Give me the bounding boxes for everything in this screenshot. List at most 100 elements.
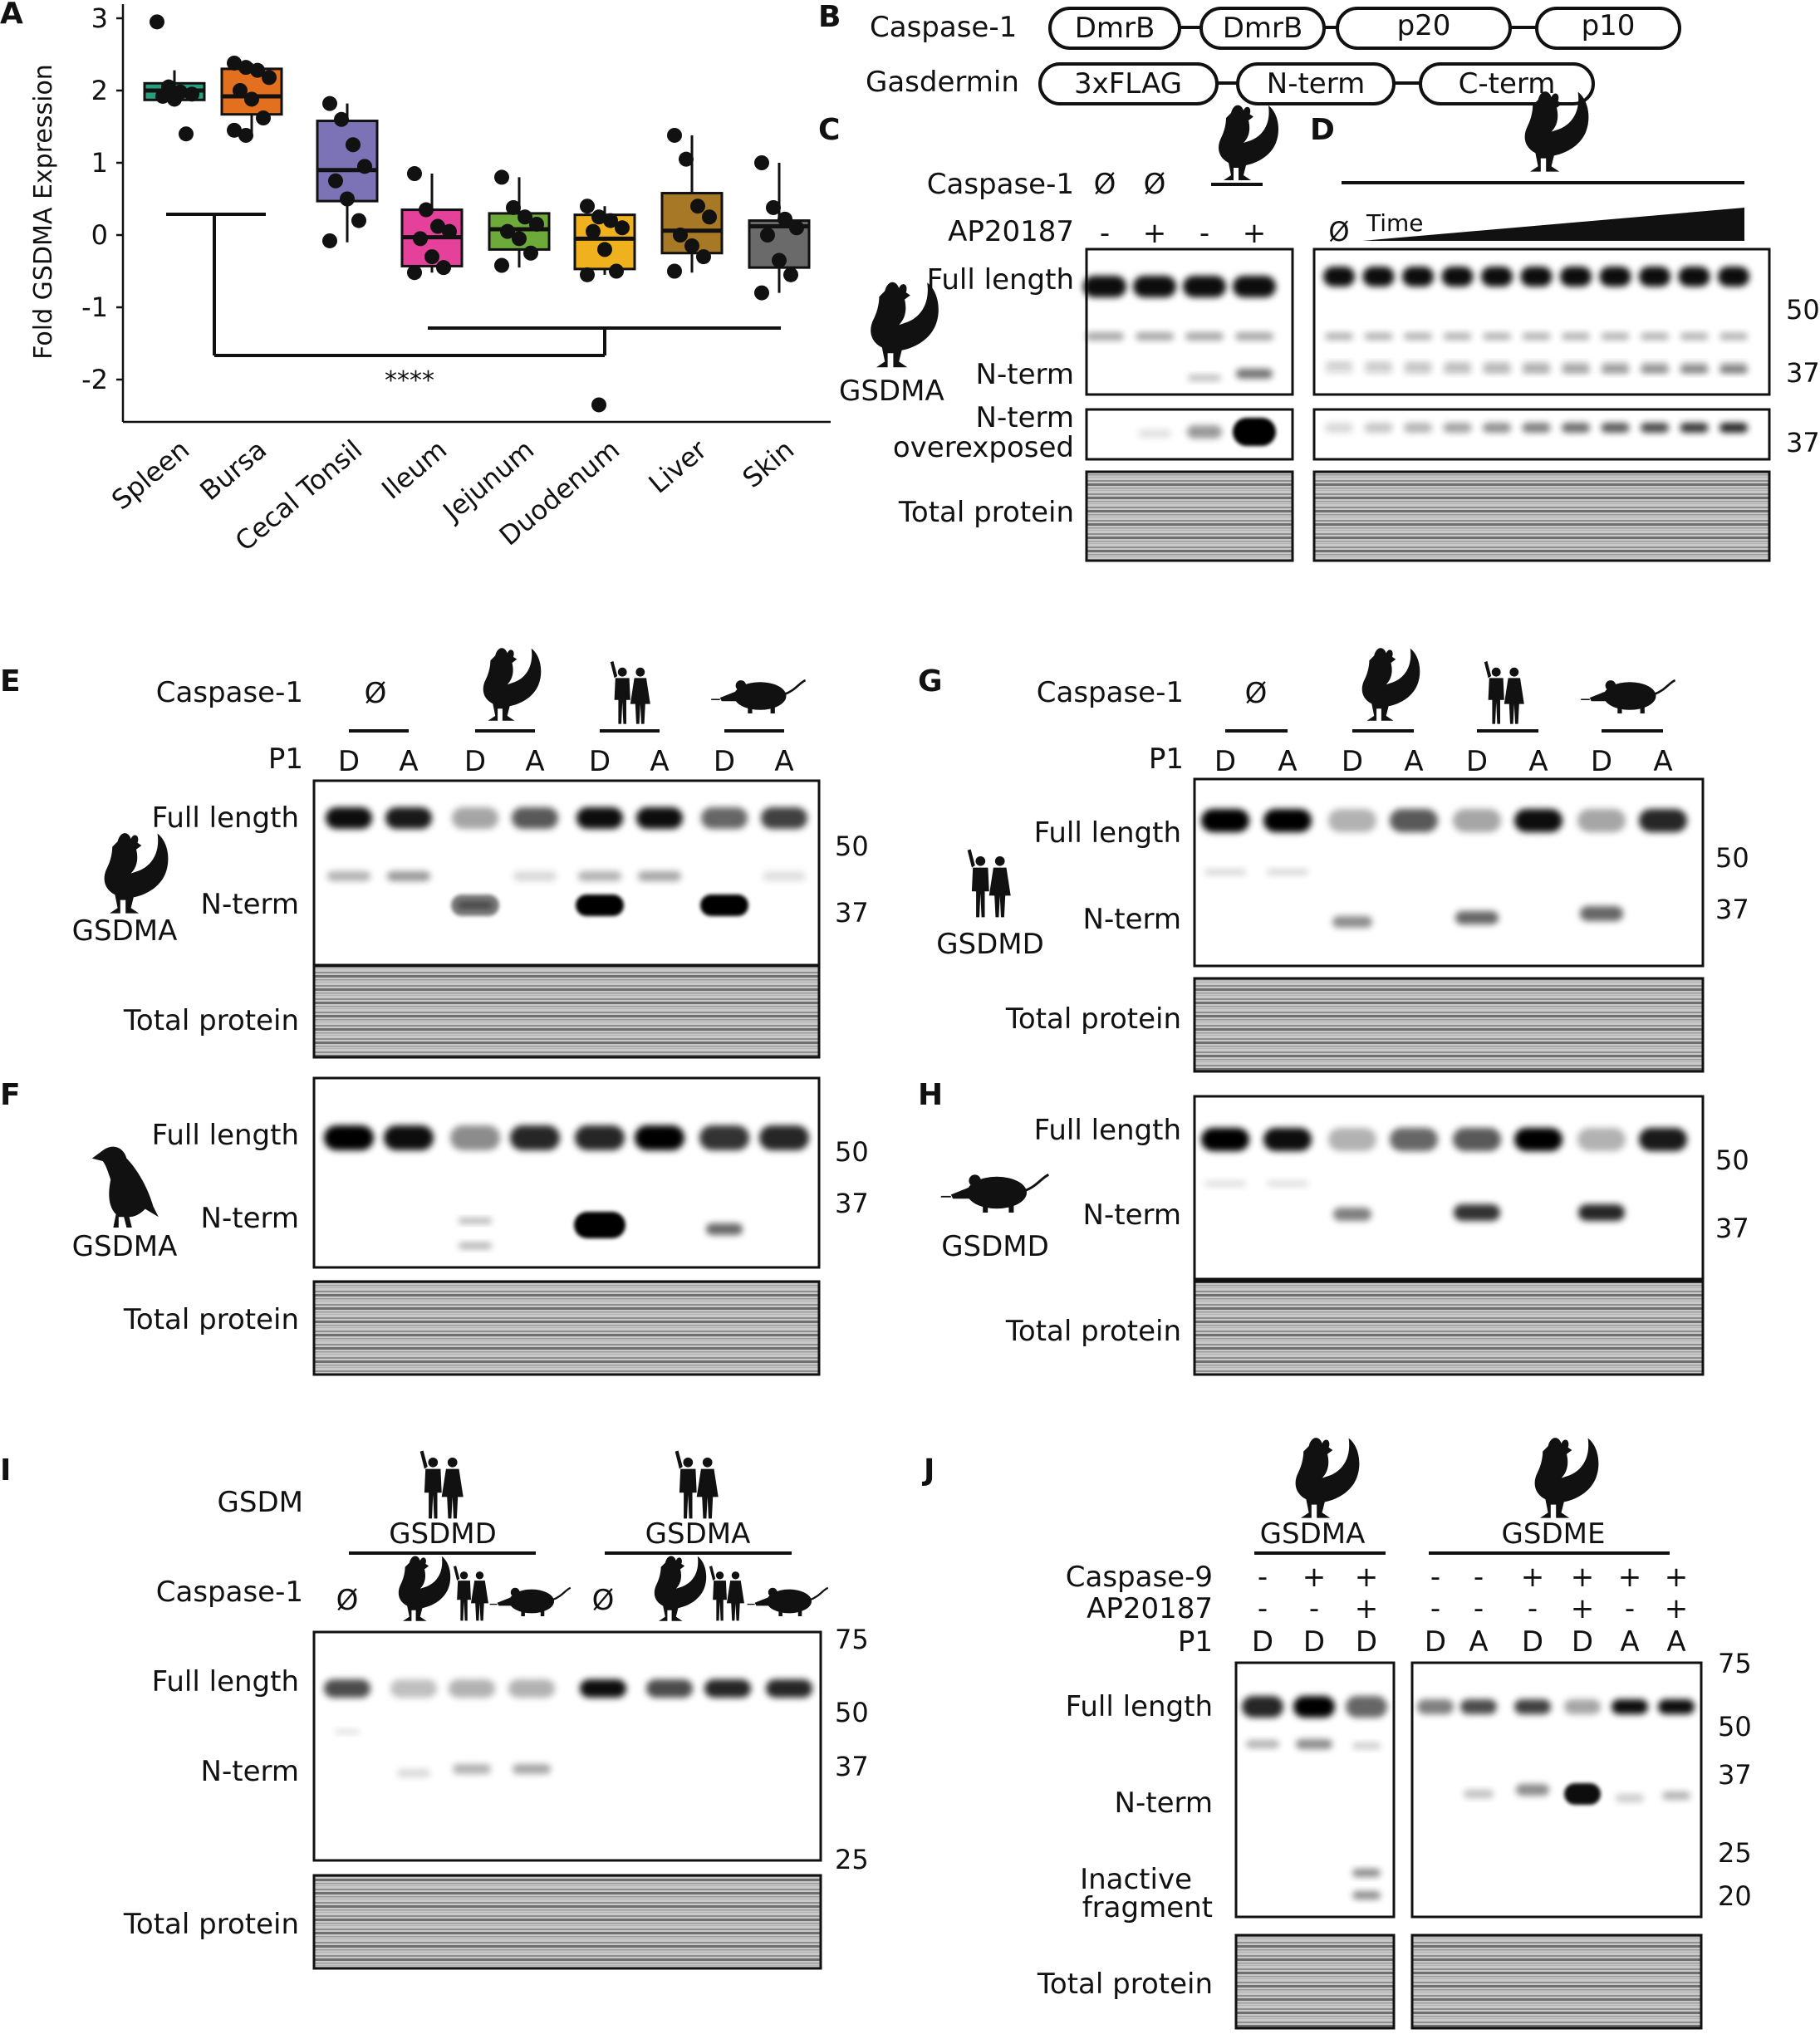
row-full-length: Full length <box>152 1119 299 1152</box>
band <box>1242 1696 1283 1718</box>
caspase9-value: + <box>1521 1561 1545 1594</box>
domain-label: DmrB <box>1223 12 1303 45</box>
band <box>385 807 432 829</box>
mw-50: 50 <box>1786 294 1820 326</box>
gsdm-label: GSDMD <box>936 928 1044 961</box>
band <box>512 807 558 829</box>
band <box>335 1729 360 1734</box>
band <box>324 1125 374 1150</box>
band <box>1601 332 1630 341</box>
band <box>1296 1739 1332 1749</box>
x-tick-label: Ileum <box>375 434 453 506</box>
band <box>638 871 681 881</box>
x-tick-label: Skin <box>737 434 801 494</box>
blot-frame <box>1193 1095 1705 1281</box>
mouse-icon <box>709 679 807 715</box>
panel-i-blot: GSDM GSDMD GSDMA Caspase-1 Ø Ø Full leng… <box>123 1450 869 1970</box>
mw-37: 37 <box>1786 357 1820 389</box>
p1-label: P1 <box>1149 743 1184 776</box>
ap-value: - <box>1199 217 1209 250</box>
band <box>1564 1699 1601 1714</box>
band <box>1641 332 1669 341</box>
data-point <box>357 159 372 174</box>
band <box>1678 267 1710 287</box>
band <box>1263 1128 1312 1151</box>
data-point <box>754 285 769 301</box>
band <box>1364 423 1393 433</box>
data-point <box>523 245 538 261</box>
band <box>1443 332 1472 341</box>
data-point <box>442 223 457 239</box>
panel-letter-d: D <box>1310 113 1335 147</box>
band <box>457 901 493 909</box>
panel-e-blot: Caspase-1 Ø P1 D A D A D A D A Full length N-te… <box>72 648 869 1059</box>
p1-value: D <box>1572 1625 1593 1659</box>
row-overexposed: overexposed <box>893 431 1074 464</box>
band <box>1267 1180 1308 1187</box>
domain-cterm: C-term <box>1419 62 1595 105</box>
human-icon <box>967 849 1011 918</box>
band <box>1346 1696 1387 1718</box>
y-tick-label: -1 <box>81 292 108 323</box>
band <box>327 871 370 881</box>
domain-label: DmrB <box>1075 12 1155 45</box>
band <box>1522 423 1551 433</box>
band <box>1612 1699 1648 1714</box>
data-point <box>609 263 624 279</box>
data-point <box>766 199 781 215</box>
data-point <box>679 151 694 167</box>
human-icon <box>453 1566 488 1621</box>
gsdm-label: GSDM <box>218 1486 303 1519</box>
band <box>1662 1791 1690 1800</box>
ap-value: - <box>1100 217 1110 250</box>
mw-37: 37 <box>835 1188 869 1219</box>
data-point <box>184 86 199 102</box>
blot-images <box>312 1630 822 1970</box>
row-n-term: N-term <box>1083 1198 1181 1232</box>
p1-value: D <box>1252 1625 1273 1659</box>
p1-value: D <box>1425 1625 1446 1659</box>
band <box>701 807 748 829</box>
band <box>1267 869 1308 875</box>
total-protein-stain <box>1193 977 1705 1073</box>
data-point <box>760 228 775 243</box>
chicken-icon <box>398 1556 451 1621</box>
human-icon <box>419 1450 464 1519</box>
data-point <box>430 218 445 234</box>
mw-37-over: 37 <box>1786 427 1820 458</box>
p1-value: A <box>1528 745 1548 778</box>
blot-images <box>1234 1661 1703 2030</box>
y-tick-label: 1 <box>91 147 108 179</box>
panel-letters: A B C D E F G H I J <box>0 0 1335 1488</box>
panel-letter-c: C <box>818 113 840 147</box>
chicken-icon <box>871 282 939 368</box>
p1-value: A <box>1620 1625 1639 1659</box>
band <box>1364 365 1393 374</box>
p1-value: A <box>650 745 669 778</box>
band <box>1235 332 1273 341</box>
panel-b-constructs: Caspase-1 Gasdermin DmrB DmrB p20 p10 3x… <box>866 7 1681 105</box>
caspase-label: Caspase-1 <box>1037 676 1184 709</box>
band <box>766 1679 812 1698</box>
data-point <box>603 213 618 228</box>
chicken-icon <box>1534 1438 1599 1518</box>
box-liver <box>660 127 724 279</box>
blot-images <box>1193 1095 1705 1376</box>
chicken-icon <box>104 833 169 914</box>
y-ticks: 3 2 1 0 -1 -2 <box>81 2 123 395</box>
band <box>580 1679 626 1698</box>
data-point <box>262 70 277 86</box>
band <box>1453 809 1501 832</box>
band <box>1601 423 1630 433</box>
ap20187-value: - <box>1528 1592 1538 1625</box>
ap20187-value: - <box>1258 1592 1268 1625</box>
band <box>459 1242 492 1249</box>
p1-label: P1 <box>268 743 303 776</box>
band <box>1233 418 1276 446</box>
band <box>1325 423 1353 433</box>
band <box>1639 809 1687 832</box>
ap20187-value: - <box>1430 1592 1440 1625</box>
box-ileum <box>400 166 464 281</box>
band <box>1083 276 1126 297</box>
mw-25: 25 <box>1718 1837 1752 1869</box>
